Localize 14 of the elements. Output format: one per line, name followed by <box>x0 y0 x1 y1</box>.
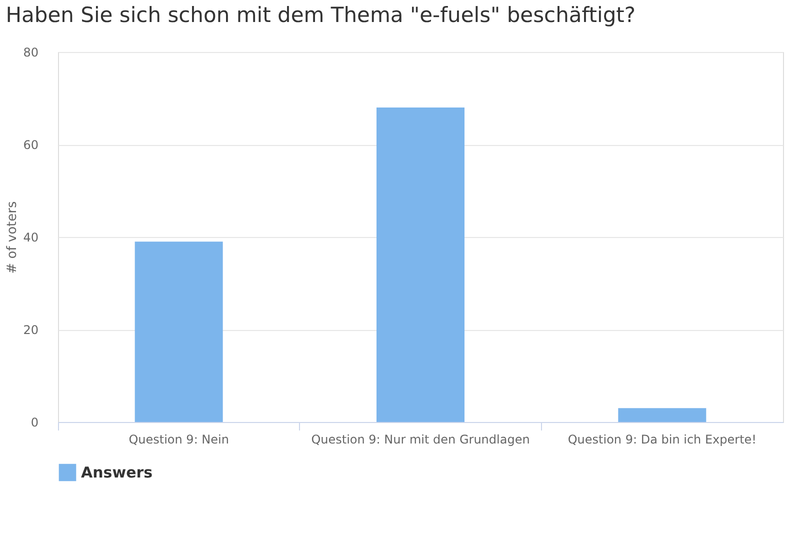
y-tick-label: 60 <box>23 138 38 152</box>
y-tick-label: 40 <box>23 230 38 244</box>
legend-label: Answers <box>81 464 153 482</box>
x-tick-label: Question 9: Nein <box>128 432 229 446</box>
bar <box>376 108 464 422</box>
y-tick-label: 20 <box>23 323 38 337</box>
y-tick-label: 80 <box>23 46 38 60</box>
y-axis-title: # of voters <box>5 201 20 274</box>
x-tick-label: Question 9: Nur mit den Grundlagen <box>311 432 530 446</box>
y-tick-label: 0 <box>30 416 38 430</box>
bar <box>618 408 706 422</box>
bar <box>134 242 223 422</box>
x-tick-label: Question 9: Da bin ich Experte! <box>568 432 756 446</box>
chart-title: Haben Sie sich schon mit dem Thema "e-fuels" beschäftigt? <box>6 3 636 27</box>
